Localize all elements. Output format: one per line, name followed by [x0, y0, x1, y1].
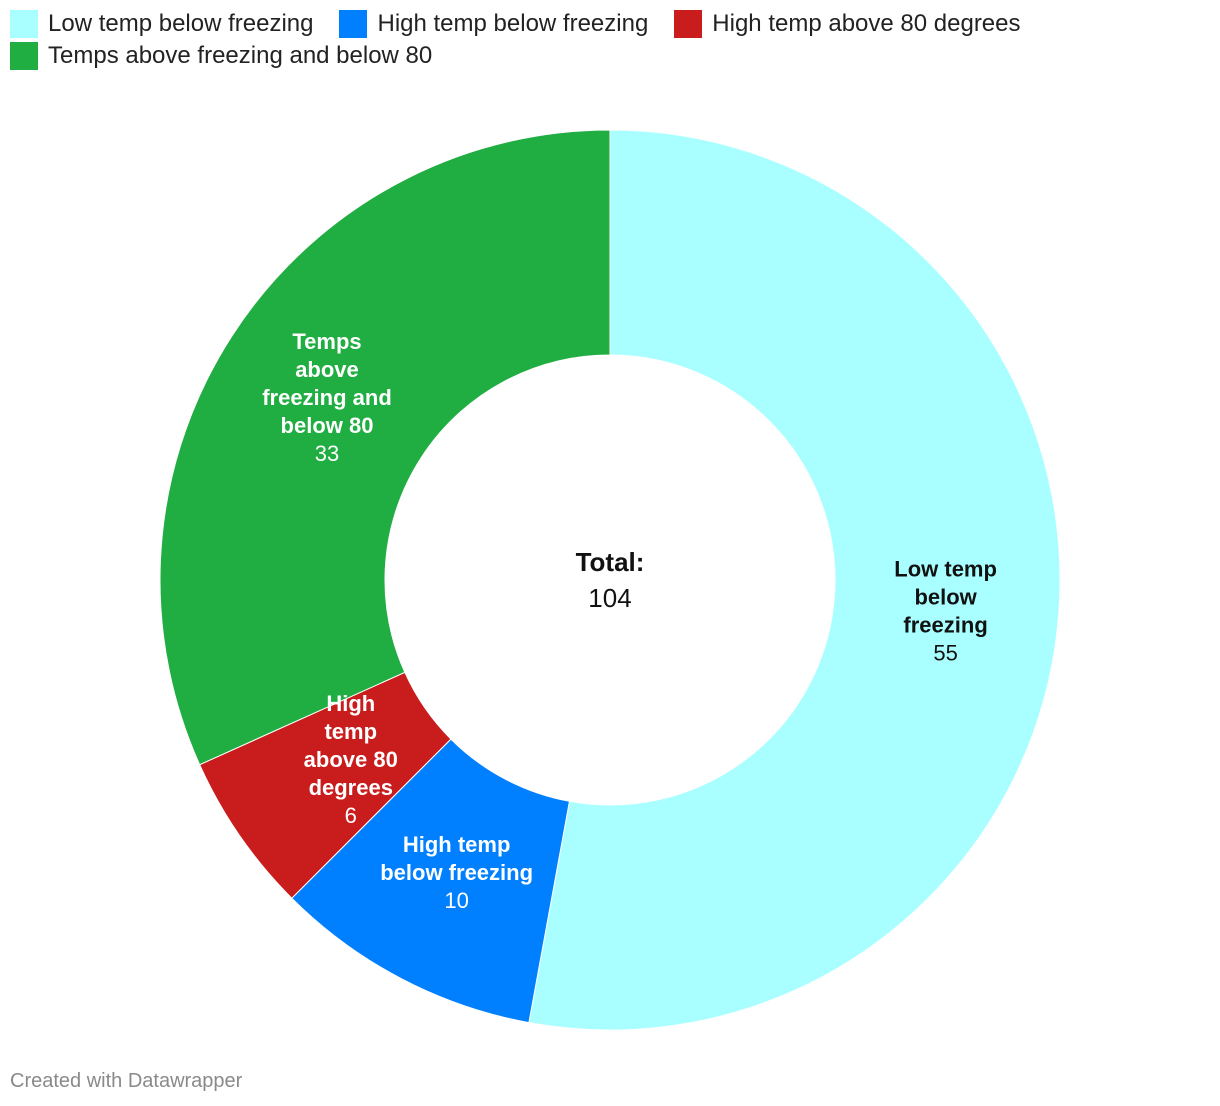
- slice-label-text: freezing and: [262, 385, 392, 410]
- legend-item-low-temp-below-freezing: Low temp below freezing: [10, 10, 313, 38]
- legend-label: Temps above freezing and below 80: [48, 42, 433, 69]
- legend-label: High temp above 80 degrees: [712, 10, 1021, 37]
- slice-label: High temp below freezing 10: [380, 832, 533, 913]
- legend-item-temps-above-freezing-below-80: Temps above freezing and below 80: [10, 42, 432, 70]
- slice-labels: Low temp below freezing 55 High temp below fr…: [262, 329, 997, 913]
- slice-label-text: Low temp: [894, 556, 997, 581]
- slice-label-text: degrees: [309, 775, 393, 800]
- slice-value-label: 10: [444, 888, 468, 913]
- slice-label-text: High temp: [403, 832, 511, 857]
- donut-slice-high-temp-below-freezing: [291, 738, 571, 1024]
- slice-value-label: 6: [345, 803, 357, 828]
- legend-swatch: [339, 10, 368, 38]
- donut-slice-low-temp-below-freezing: [528, 129, 1061, 1031]
- slice-label: Low temp below freezing 55: [894, 556, 997, 665]
- chart-legend: Low temp below freezing High temp below …: [10, 8, 1210, 72]
- legend-item-high-temp-above-80: High temp above 80 degrees: [674, 10, 1021, 38]
- slice-label-text: freezing: [903, 612, 987, 637]
- legend-item-high-temp-below-freezing: High temp below freezing: [339, 10, 648, 38]
- slice-label-text: below 80: [281, 413, 374, 438]
- donut-slice-temps-above-freezing-and-below-80: [159, 129, 611, 766]
- legend-label: Low temp below freezing: [48, 10, 314, 37]
- center-total-value: 104: [588, 583, 631, 613]
- legend-label: High temp below freezing: [377, 10, 649, 37]
- slice-label-text: temp: [324, 719, 377, 744]
- footer-credit: Created with Datawrapper: [10, 1070, 243, 1092]
- center-total-label: Total:: [576, 547, 645, 577]
- slice-label-text: Temps: [292, 329, 361, 354]
- legend-row-2: Temps above freezing and below 80: [10, 40, 1210, 72]
- slice-label-text: above 80: [304, 747, 398, 772]
- legend-swatch: [10, 42, 38, 70]
- slice-label: High temp above 80 degrees 6: [304, 691, 398, 828]
- slice-value-label: 33: [315, 441, 339, 466]
- legend-row-1: Low temp below freezing High temp below …: [10, 8, 1210, 40]
- slice-label: Temps above freezing and below 80 33: [262, 329, 392, 466]
- legend-swatch: [10, 10, 38, 38]
- slice-value-label: 55: [933, 640, 957, 665]
- slice-label-text: below: [914, 584, 977, 609]
- slice-label-text: below freezing: [380, 860, 533, 885]
- slice-label-text: High: [326, 691, 375, 716]
- donut-slices: [159, 129, 1061, 1031]
- legend-swatch: [674, 10, 703, 38]
- slice-label-text: above: [295, 357, 359, 382]
